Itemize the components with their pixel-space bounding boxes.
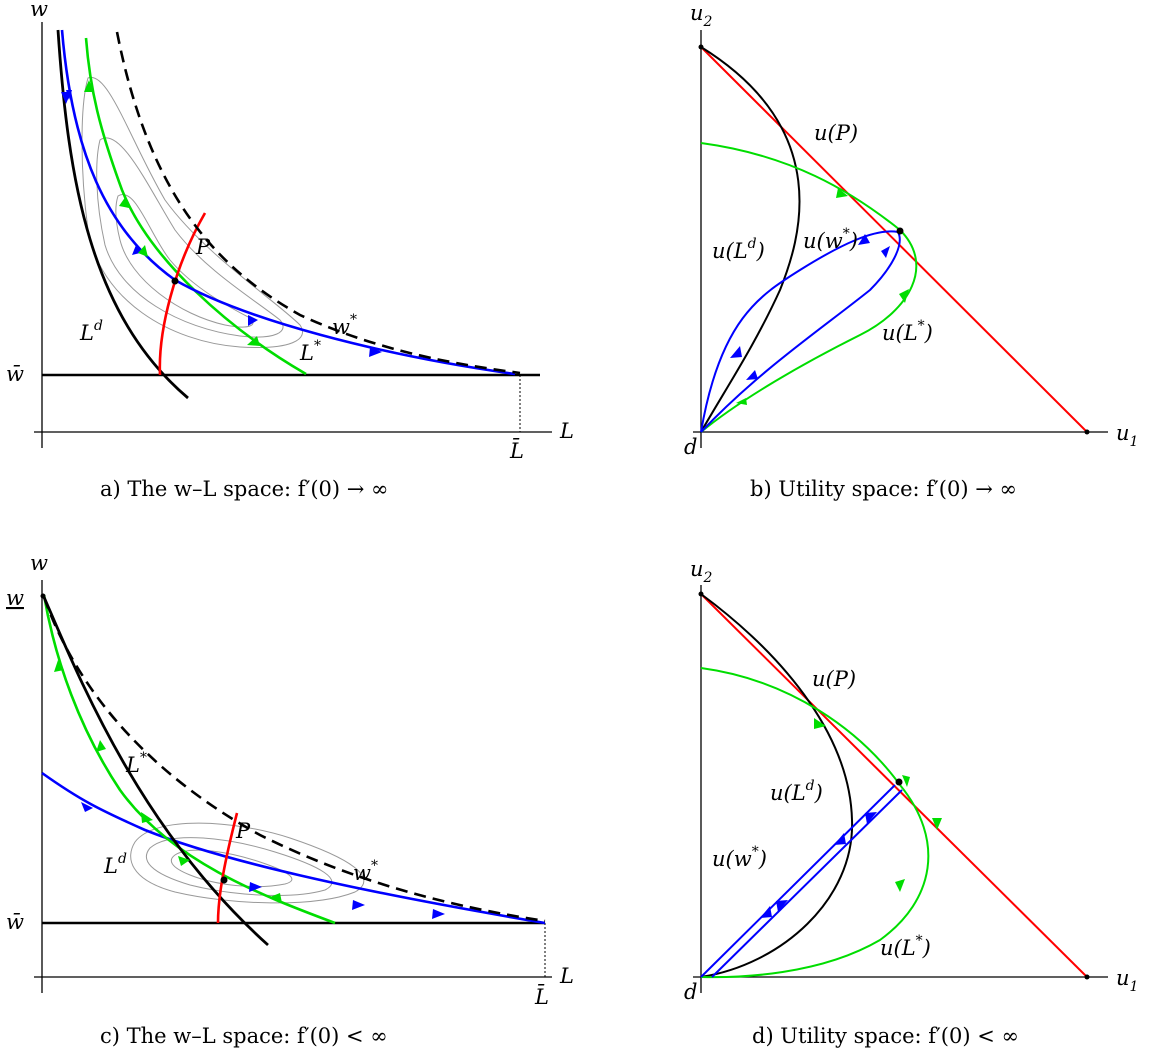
panel-a-P-curve xyxy=(158,212,207,376)
panel-b-uP-label: u(P) xyxy=(814,121,858,145)
panel-d-caption: d) Utility space: f′(0) < ∞ xyxy=(752,1024,1019,1048)
panel-b-uL-curve xyxy=(700,142,918,433)
panel-c-P-label: P xyxy=(235,819,251,843)
panel-b-origin-label: d xyxy=(684,435,697,459)
panel-c-wunder-dot xyxy=(40,593,46,599)
panel-a-Ld-curve xyxy=(56,29,189,400)
panel-c-x-axis-label: L xyxy=(559,964,574,988)
panel-b-uw-label: u(w*) xyxy=(803,226,858,253)
panel-c-blue-arrows xyxy=(81,802,445,919)
panel-a-wstar-label: w* xyxy=(332,312,357,339)
panel-d-uw-line-down xyxy=(711,789,903,978)
panel-b-uL-label: u(L*) xyxy=(882,318,933,345)
panel-a-Lstar-label: L* xyxy=(299,338,321,365)
panel-c-Lbar-label: L̄ xyxy=(534,984,549,1009)
panel-c-wstar-label: w* xyxy=(353,858,378,885)
panel-b-uLd-curve xyxy=(700,46,801,433)
panel-a-contours xyxy=(81,77,303,349)
panel-d-uP-label: u(P) xyxy=(812,667,856,691)
panel-b-frontier-line xyxy=(700,46,1088,433)
panel-a-y-axis-label: w xyxy=(30,0,48,21)
panel-a-frontier-dashed xyxy=(115,31,521,375)
panel-c-contours xyxy=(130,822,365,904)
panel-d-steady-state-dot xyxy=(895,778,903,786)
panel-a-wbar-label: w̄ xyxy=(6,362,24,386)
panel-a-x-axis-label: L xyxy=(559,419,574,443)
panel-a-Ld-label: Ld xyxy=(79,318,103,345)
panel-c-Ld-label: Ld xyxy=(103,851,127,878)
panel-c-green-arrows xyxy=(54,660,282,903)
panel-d-blue-arrows xyxy=(760,812,877,918)
panel-d-uL-label: u(L*) xyxy=(880,933,931,960)
panel-c: w L w̄ w L̄ P Ld w* L* c) The w–L space:… xyxy=(6,551,574,1048)
panel-b-steady-state-dot xyxy=(896,227,904,235)
panel-b-x-axis-label: u1 xyxy=(1116,421,1138,450)
panel-b: u2 u1 d u(P) u(Ld) u(w*) u(L*) b) Utilit… xyxy=(684,1,1138,501)
panel-d-uw-label: u(w*) xyxy=(712,844,767,871)
panel-c-Lstar-label: L* xyxy=(125,750,147,777)
panel-c-caption: c) The w–L space: f′(0) < ∞ xyxy=(100,1024,388,1048)
panel-d-green-arrows xyxy=(814,718,942,892)
panel-c-steady-state-dot xyxy=(220,876,228,884)
panel-a-caption: a) The w–L space: f′(0) → ∞ xyxy=(100,477,389,501)
panel-b-right-dot xyxy=(1084,429,1090,435)
panel-c-Lstar-curve xyxy=(42,594,336,925)
panel-d-uw-line-up xyxy=(700,784,896,978)
panel-b-uLd-label: u(Ld) xyxy=(712,236,765,263)
panel-a-P-label: P xyxy=(195,235,211,259)
panel-b-green-arrows xyxy=(736,188,909,405)
panel-b-caption: b) Utility space: f′(0) → ∞ xyxy=(750,477,1017,501)
panel-d-origin-label: d xyxy=(684,980,697,1004)
panel-c-wbar-label: w̄ xyxy=(6,910,24,934)
panel-c-wunder-label: w xyxy=(6,586,24,610)
panel-d-y-axis-label: u2 xyxy=(690,557,713,586)
panel-d-x-axis-label: u1 xyxy=(1116,966,1138,995)
panel-b-blue-arrows xyxy=(730,234,890,380)
panel-b-y-axis-label: u2 xyxy=(690,1,713,30)
panel-d: u2 u1 d u(P) u(Ld) u(w*) u(L*) d) Utilit… xyxy=(684,557,1138,1048)
panel-d-uLd-label: u(Ld) xyxy=(770,778,823,805)
panel-a-wstar-curve xyxy=(60,29,516,376)
panel-c-P-curve xyxy=(216,812,239,924)
panel-a-steady-state-dot xyxy=(171,277,179,285)
panel-d-right-dot xyxy=(1084,974,1090,980)
panel-c-frontier-dashed xyxy=(42,596,546,923)
panel-d-uL-curve xyxy=(700,667,930,979)
panel-a: w L w̄ L̄ P Ld w* L* a) The w–L space: f… xyxy=(6,0,574,501)
panel-a-green-arrows xyxy=(84,80,260,346)
panel-c-wstar-curve xyxy=(41,771,546,925)
panel-d-uLd-curve xyxy=(700,593,854,978)
panel-c-y-axis-label: w xyxy=(30,551,48,575)
panel-a-Lbar-label: L̄ xyxy=(509,438,524,463)
